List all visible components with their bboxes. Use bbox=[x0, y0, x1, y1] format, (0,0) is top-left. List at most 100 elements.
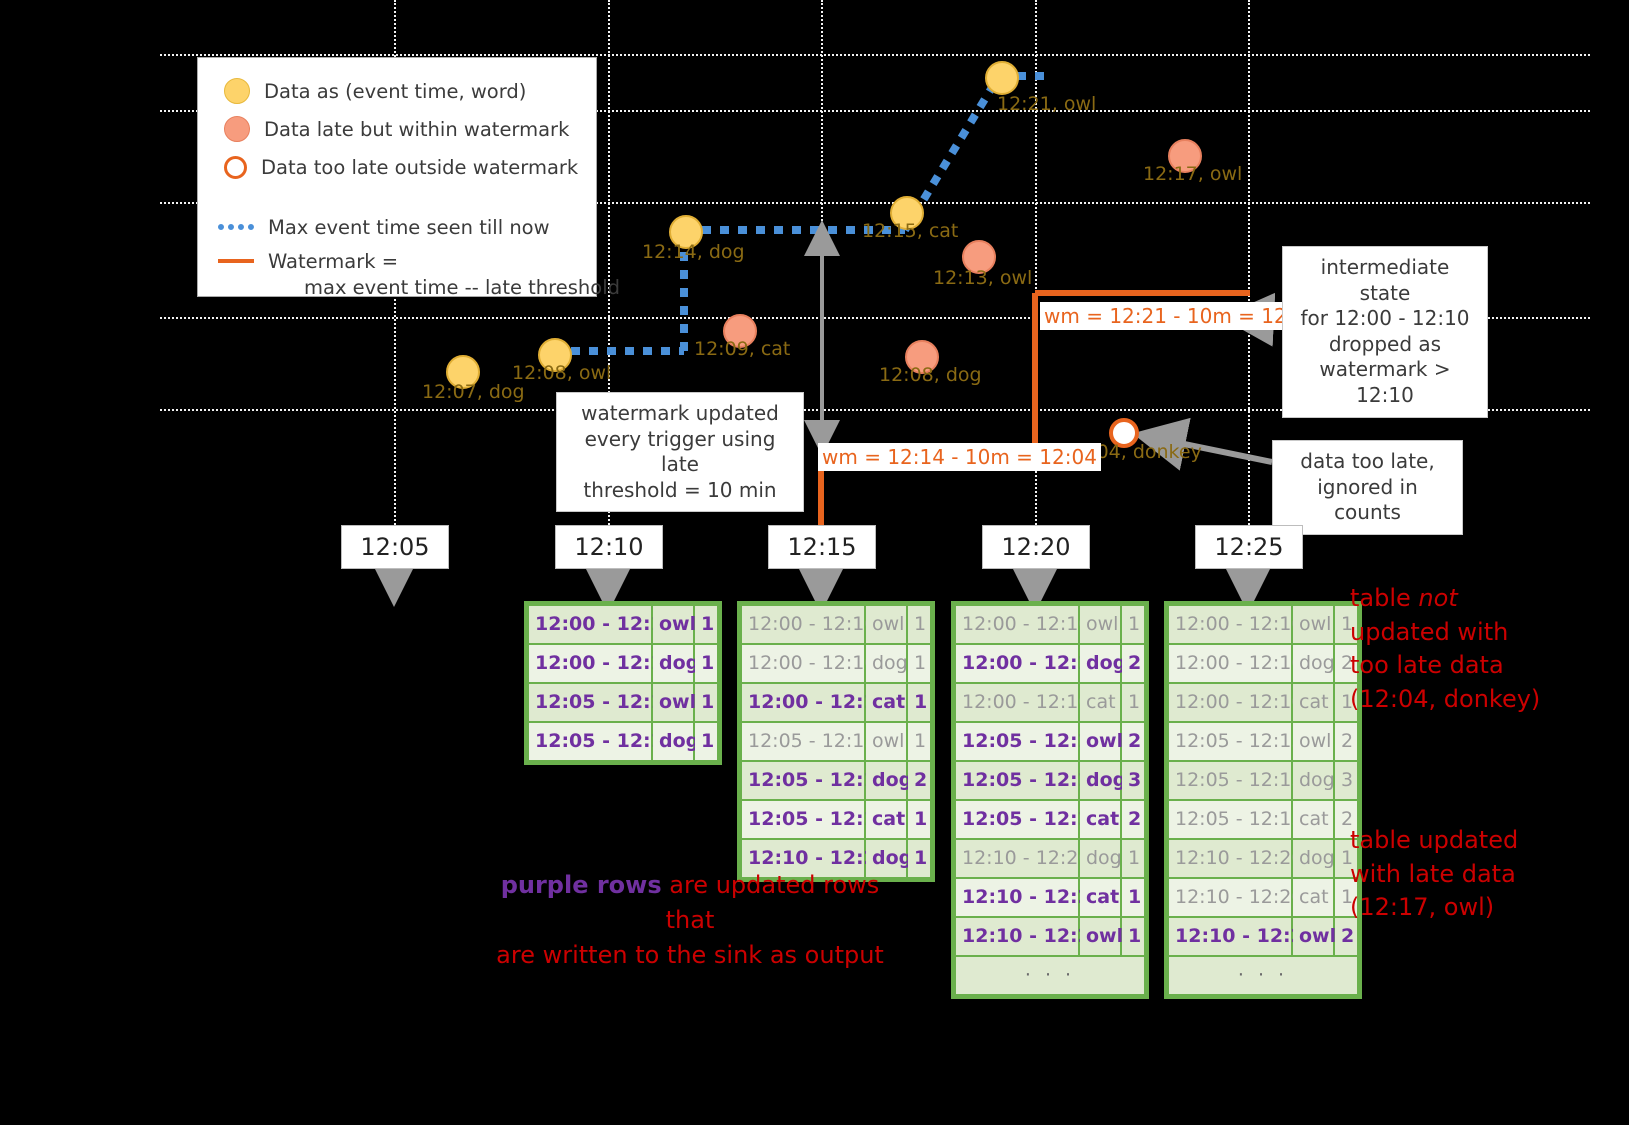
note-line: (12:04, donkey) bbox=[1350, 684, 1541, 713]
legend-item-watermark: Watermark = bbox=[214, 246, 580, 276]
table-row-ellipsis: · · · bbox=[1169, 957, 1357, 994]
table-cell-word: dog bbox=[1080, 840, 1122, 877]
table-cell-word: dog bbox=[866, 645, 908, 682]
legend-label: Max event time seen till now bbox=[268, 215, 550, 239]
result-table-1225: 12:00 - 12:10 owl 1 12:00 - 12:10 dog 2 12:00 … bbox=[1164, 601, 1362, 999]
table-cell-window: 12:05 - 12:15 bbox=[1169, 762, 1303, 799]
note-line: watermark updated bbox=[581, 401, 779, 425]
table-cell-count: 1 bbox=[908, 606, 930, 643]
table-row: 12:10 - 12:20 cat 1 bbox=[1169, 879, 1357, 916]
table-cell-count: 3 bbox=[1122, 762, 1144, 799]
ellipsis-cell: · · · bbox=[1169, 957, 1357, 994]
table-row: 12:10 - 12:20 dog 1 bbox=[956, 840, 1144, 877]
table-cell-count: 1 bbox=[1122, 606, 1144, 643]
note-line: (12:17, owl) bbox=[1350, 893, 1495, 922]
table-cell-word: cat bbox=[866, 684, 906, 721]
table-cell-word: dog bbox=[1293, 645, 1335, 682]
table-cell-count: 2 bbox=[908, 762, 930, 799]
table-cell-window: 12:00 - 12:10 bbox=[1169, 606, 1303, 643]
table-cell-window: 12:05 - 12:15 bbox=[742, 801, 890, 838]
table-cell-count: 1 bbox=[1122, 918, 1144, 955]
table-cell-word: cat bbox=[866, 801, 906, 838]
table-row: 12:05 - 12:15 owl 1 bbox=[529, 684, 717, 721]
note-line: data too late, bbox=[1300, 449, 1435, 473]
note-line: too late data bbox=[1350, 651, 1504, 680]
table-cell-word: cat bbox=[1293, 684, 1333, 721]
table-cell-window: 12:00 - 12:10 bbox=[1169, 684, 1303, 721]
legend-spacer bbox=[214, 186, 580, 208]
table-cell-count: 1 bbox=[1335, 684, 1357, 721]
table-row: 12:10 - 12:20 owl 1 bbox=[956, 918, 1144, 955]
note-line: purple rows are updated rows that bbox=[490, 868, 890, 938]
table-cell-window: 12:10 - 12:20 bbox=[1169, 840, 1303, 877]
note-line: updated with bbox=[1350, 617, 1509, 646]
watermark-label-1211: wm = 12:21 - 10m = 12:11 bbox=[1040, 302, 1323, 330]
table-cell-window: 12:00 - 12:10 bbox=[1169, 645, 1303, 682]
table-row: 12:05 - 12:15 cat 1 bbox=[742, 801, 930, 838]
legend-label: Data late but within watermark bbox=[264, 117, 570, 141]
table-cell-window: 12:10 - 12:20 bbox=[742, 840, 890, 877]
table-cell-window: 12:10 - 12:20 bbox=[1169, 918, 1317, 955]
legend-panel: Data as (event time, word) Data late but… bbox=[197, 57, 620, 299]
table-cell-word: owl bbox=[1293, 606, 1333, 643]
result-table-1220: 12:00 - 12:10 owl 1 12:00 - 12:10 dog 2 12:00 … bbox=[951, 601, 1149, 999]
note-line: ignored in counts bbox=[1317, 474, 1418, 525]
data-point-label: 12:15, cat bbox=[862, 220, 959, 242]
table-row: 12:05 - 12:15 dog 3 bbox=[1169, 762, 1357, 799]
table-row: 12:00 - 12:10 owl 1 bbox=[742, 606, 930, 643]
note-rest: are updated rows that bbox=[661, 871, 880, 934]
note-line: are written to the sink as output bbox=[496, 940, 884, 969]
table-cell-count: 2 bbox=[1122, 801, 1144, 838]
note-updated-late-data: table updated with late data (12:17, owl… bbox=[1350, 824, 1518, 925]
table-cell-window: 12:05 - 12:15 bbox=[742, 762, 890, 799]
table-cell-window: 12:05 - 12:15 bbox=[742, 723, 876, 760]
table-cell-count: 2 bbox=[1335, 723, 1357, 760]
ellipsis-cell: · · · bbox=[956, 957, 1144, 994]
table-cell-word: owl bbox=[1080, 918, 1123, 955]
note-line: dropped as bbox=[1328, 331, 1442, 356]
table-cell-word: owl bbox=[866, 723, 906, 760]
table-cell-count: 1 bbox=[908, 684, 930, 721]
table-cell-window: 12:10 - 12:20 bbox=[1169, 879, 1303, 916]
time-tick-1205: 12:05 bbox=[341, 525, 449, 569]
table-cell-word: owl bbox=[653, 684, 696, 721]
table-row: 12:00 - 12:10 dog 1 bbox=[529, 645, 717, 682]
legend-label: Data as (event time, word) bbox=[264, 79, 527, 103]
table-cell-word: owl bbox=[1293, 723, 1333, 760]
gridline-horizontal-4 bbox=[160, 317, 1590, 319]
data-point-label: 12:21, owl bbox=[997, 93, 1097, 115]
table-cell-window: 12:05 - 12:15 bbox=[1169, 723, 1303, 760]
data-point-label: 12:08, dog bbox=[879, 364, 982, 386]
data-point-late-within bbox=[905, 340, 939, 374]
data-point-label: 12:09, cat bbox=[694, 338, 791, 360]
table-cell-word: dog bbox=[1293, 840, 1335, 877]
table-row: 12:05 - 12:15 cat 2 bbox=[956, 801, 1144, 838]
table-row: 12:10 - 12:20 cat 1 bbox=[956, 879, 1144, 916]
table-cell-word: cat bbox=[1293, 879, 1333, 916]
table-cell-window: 12:10 - 12:20 bbox=[956, 918, 1104, 955]
table-row: 12:10 - 12:20 owl 2 bbox=[1169, 918, 1357, 955]
table-cell-word: owl bbox=[653, 606, 696, 643]
gridline-horizontal-2 bbox=[160, 110, 1590, 112]
table-cell-window: 12:00 - 12:10 bbox=[742, 645, 876, 682]
table-row: 12:05 - 12:15 dog 3 bbox=[956, 762, 1144, 799]
data-point-label: 12:17, owl bbox=[1143, 163, 1243, 185]
table-cell-word: dog bbox=[1293, 762, 1335, 799]
blue-dotted-line-icon bbox=[218, 224, 254, 230]
note-line: for 12:00 - 12:10 bbox=[1300, 306, 1470, 331]
data-too-late-note: data too late, ignored in counts bbox=[1272, 440, 1463, 535]
table-row: 12:00 - 12:10 cat 1 bbox=[1169, 684, 1357, 721]
time-tick-1220: 12:20 bbox=[982, 525, 1090, 569]
legend-label: Data too late outside watermark bbox=[261, 155, 579, 179]
table-cell-window: 12:05 - 12:15 bbox=[529, 684, 677, 721]
table-row: 12:10 - 12:20 dog 1 bbox=[742, 840, 930, 877]
table-cell-count: 1 bbox=[1122, 879, 1144, 916]
table-cell-count: 1 bbox=[695, 606, 717, 643]
table-row: 12:00 - 12:10 owl 1 bbox=[1169, 606, 1357, 643]
table-cell-count: 2 bbox=[1122, 645, 1144, 682]
table-cell-word: cat bbox=[1080, 801, 1120, 838]
table-row: 12:00 - 12:10 dog 2 bbox=[956, 645, 1144, 682]
table-cell-word: cat bbox=[1080, 684, 1120, 721]
data-point-on-time bbox=[538, 338, 572, 372]
data-point-on-time bbox=[890, 196, 924, 230]
